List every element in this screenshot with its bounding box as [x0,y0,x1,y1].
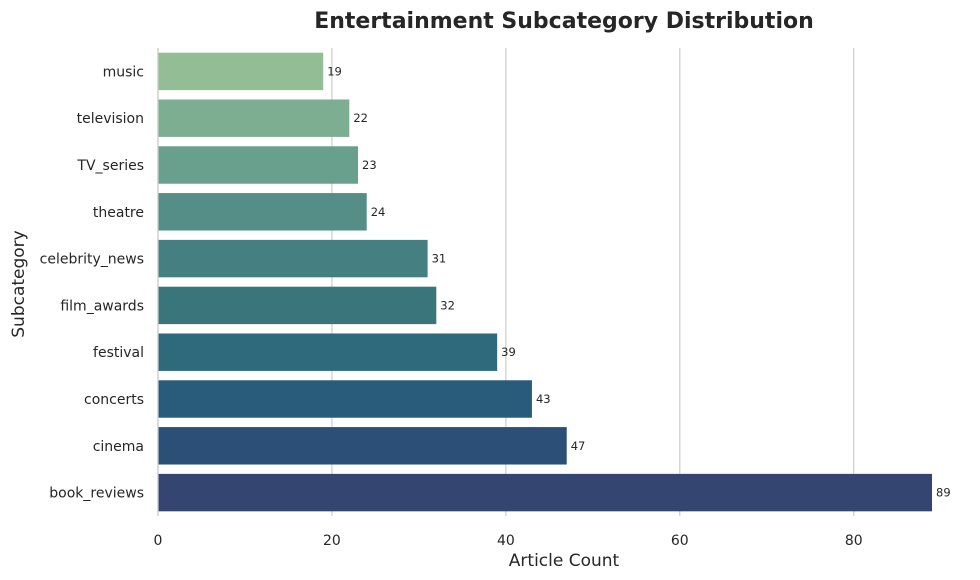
x-tick-label: 80 [845,533,863,549]
bar-celebrity-news [158,239,428,278]
value-label: 47 [571,439,586,453]
bar-film-awards [158,286,437,325]
y-tick-label: film_awards [60,298,144,314]
y-tick-label: celebrity_news [40,252,144,268]
bar-TV-series [158,146,359,184]
value-label: 23 [362,158,377,172]
x-axis-label: Article Count [509,551,620,571]
bar-cinema [158,427,567,465]
x-tick-label: 0 [154,533,163,549]
bar-theatre [158,193,367,231]
bar-concerts [158,380,532,418]
chart-title: Entertainment Subcategory Distribution [314,9,814,34]
y-tick-label: TV_series [76,158,144,174]
bar-television [158,99,350,137]
value-label: 24 [371,205,386,219]
y-tick-label: cinema [93,439,144,455]
x-tick-label: 40 [497,533,515,549]
y-tick-label: festival [93,345,144,361]
y-axis-label: Subcategory [9,230,29,338]
y-tick-label: television [77,111,144,127]
y-tick-label: music [103,64,144,80]
y-tick-label: concerts [84,392,144,408]
bar-music [158,52,324,91]
bars [158,52,932,512]
y-tick-label: book_reviews [49,486,144,502]
y-tick-label: theatre [93,205,144,221]
value-label: 31 [432,252,447,266]
value-label: 19 [327,64,342,78]
value-label: 43 [536,392,551,406]
x-tick-label: 60 [671,533,689,549]
value-label: 39 [501,345,516,359]
value-label: 22 [353,111,368,125]
value-label: 32 [440,298,455,312]
value-labels: 19 22 23 24 31 32 39 43 47 89 [327,64,950,499]
x-tick-labels: 0 20 40 60 80 [154,533,863,549]
bar-book-reviews [158,473,932,512]
bar-festival [158,333,498,371]
x-tick-label: 20 [323,533,341,549]
value-label: 89 [936,486,951,500]
